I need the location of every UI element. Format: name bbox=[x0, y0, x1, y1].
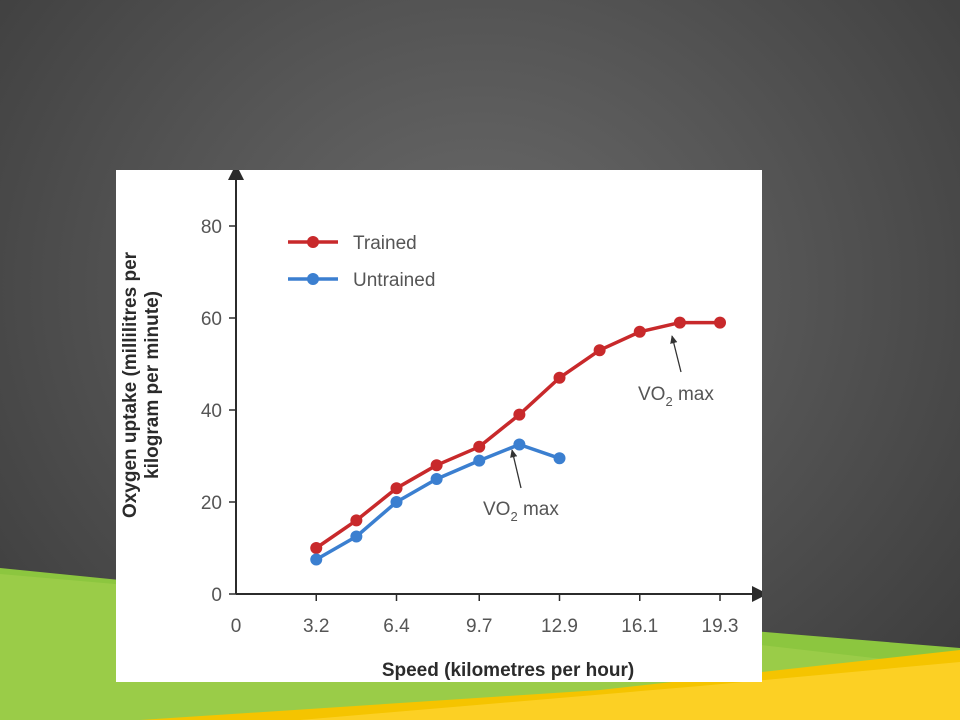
y-tick-label: 60 bbox=[201, 309, 222, 330]
y-tick-label: 40 bbox=[201, 401, 222, 422]
y-tick-label: 80 bbox=[201, 217, 222, 238]
trained-data-point bbox=[714, 316, 726, 329]
x-tick-label: 6.4 bbox=[383, 616, 410, 637]
chart-panel: 0 20 40 60 80 0 3.2 6.4 9.7 12.9 16.1 19.3 Trained U… bbox=[116, 170, 762, 682]
legend-trained-swatch-dot bbox=[307, 236, 319, 248]
trained-data-point bbox=[513, 408, 526, 421]
y-axis-title-line2: kilogram per minute) bbox=[142, 291, 163, 479]
y-tick-label: 0 bbox=[211, 585, 222, 606]
annotations: VO2 max VO2 max bbox=[483, 335, 714, 524]
untrained-data-point bbox=[350, 530, 363, 543]
trained-data-point bbox=[553, 371, 566, 384]
y-tick-label: 20 bbox=[201, 493, 222, 514]
trained-data-point bbox=[673, 316, 686, 329]
tick-labels: 0 20 40 60 80 0 3.2 6.4 9.7 12.9 16.1 19.3 bbox=[201, 217, 739, 637]
untrained-data-point bbox=[430, 473, 443, 485]
untrained-vo2max-label: VO2 max bbox=[483, 499, 559, 524]
trained-vo2max-label: VO2 max bbox=[638, 384, 714, 409]
x-tick-label: 19.3 bbox=[702, 616, 739, 637]
trained-data-point bbox=[473, 440, 486, 453]
trained-vo2max-arrow bbox=[670, 335, 682, 373]
legend-trained-label: Trained bbox=[353, 233, 417, 254]
untrained-data-point bbox=[553, 452, 566, 465]
axes bbox=[228, 170, 762, 602]
x-tick-label: 9.7 bbox=[466, 616, 492, 637]
untrained-data-point bbox=[390, 496, 403, 508]
x-axis-title: Speed (kilometres per hour) bbox=[382, 660, 634, 681]
x-tick-label: 16.1 bbox=[621, 616, 658, 637]
trained-data-point bbox=[430, 459, 443, 472]
trained-data-point bbox=[593, 344, 606, 357]
trained-data-point bbox=[390, 482, 403, 495]
trained-data-point bbox=[633, 325, 646, 338]
x-tick-label: 0 bbox=[231, 616, 242, 637]
untrained-data-point bbox=[473, 454, 486, 467]
trained-data-point bbox=[310, 542, 323, 554]
chart: 0 20 40 60 80 0 3.2 6.4 9.7 12.9 16.1 19.3 Trained U… bbox=[120, 170, 762, 681]
yellow-accent-highlight bbox=[300, 662, 960, 720]
series-lines bbox=[310, 316, 726, 566]
untrained-data-point bbox=[310, 553, 323, 566]
y-axis-title-line1: Oxygen uptake (millilitres per bbox=[120, 251, 141, 518]
trained-data-point bbox=[350, 514, 363, 527]
legend-untrained-label: Untrained bbox=[353, 270, 435, 291]
untrained-data-point bbox=[513, 438, 526, 451]
untrained-vo2max-arrow bbox=[510, 449, 522, 489]
x-tick-label: 12.9 bbox=[541, 616, 578, 637]
legend-untrained-swatch-dot bbox=[307, 273, 319, 285]
legend: Trained Untrained bbox=[288, 233, 435, 291]
x-tick-label: 3.2 bbox=[303, 616, 329, 637]
